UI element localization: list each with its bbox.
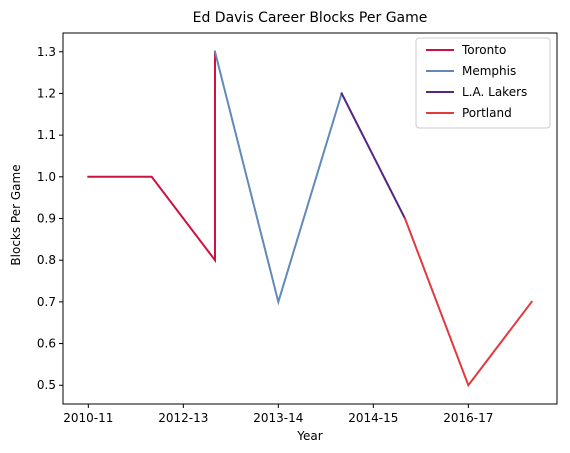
y-tick-label: 0.6 [37,337,56,351]
legend-label: Toronto [461,43,506,57]
plot-area [62,32,558,405]
y-tick-label: 0.9 [37,212,56,226]
legend-label: Portland [462,106,512,120]
y-tick-label: 1.2 [37,86,56,100]
x-tick-label: 2014-15 [348,411,398,425]
legend-box [415,37,551,129]
series-line-memphis [213,50,343,306]
legend: Toronto Memphis L.A. Lakers Portland [415,37,551,129]
series-line-portland [403,217,534,388]
legend-label: Memphis [462,64,516,78]
y-tick-label: 1.0 [37,170,56,184]
y-tick-label: 1.1 [37,128,56,142]
y-tick-label: 0.7 [37,295,56,309]
x-tick-label: 2012-13 [158,411,208,425]
y-tick-label: 0.5 [37,378,56,392]
series-line-toronto [87,50,216,264]
x-axis-ticks: 2010-11 2012-13 2013-14 2014-15 2016-17 [63,404,493,425]
series-line-l-a-lakers [340,92,407,220]
y-axis-ticks: 0.5 0.6 0.7 0.8 0.9 1.0 1.1 1.2 1.3 [37,45,63,392]
y-axis-label: Blocks Per Game [9,164,23,265]
x-tick-label: 2016-17 [443,411,493,425]
x-tick-label: 2010-11 [63,411,113,425]
chart-title: Ed Davis Career Blocks Per Game [193,10,428,26]
y-tick-label: 0.8 [37,253,56,267]
legend-label: L.A. Lakers [462,85,527,99]
x-axis-label: Year [296,429,322,443]
y-tick-label: 1.3 [37,45,56,59]
x-tick-label: 2013-14 [253,411,303,425]
